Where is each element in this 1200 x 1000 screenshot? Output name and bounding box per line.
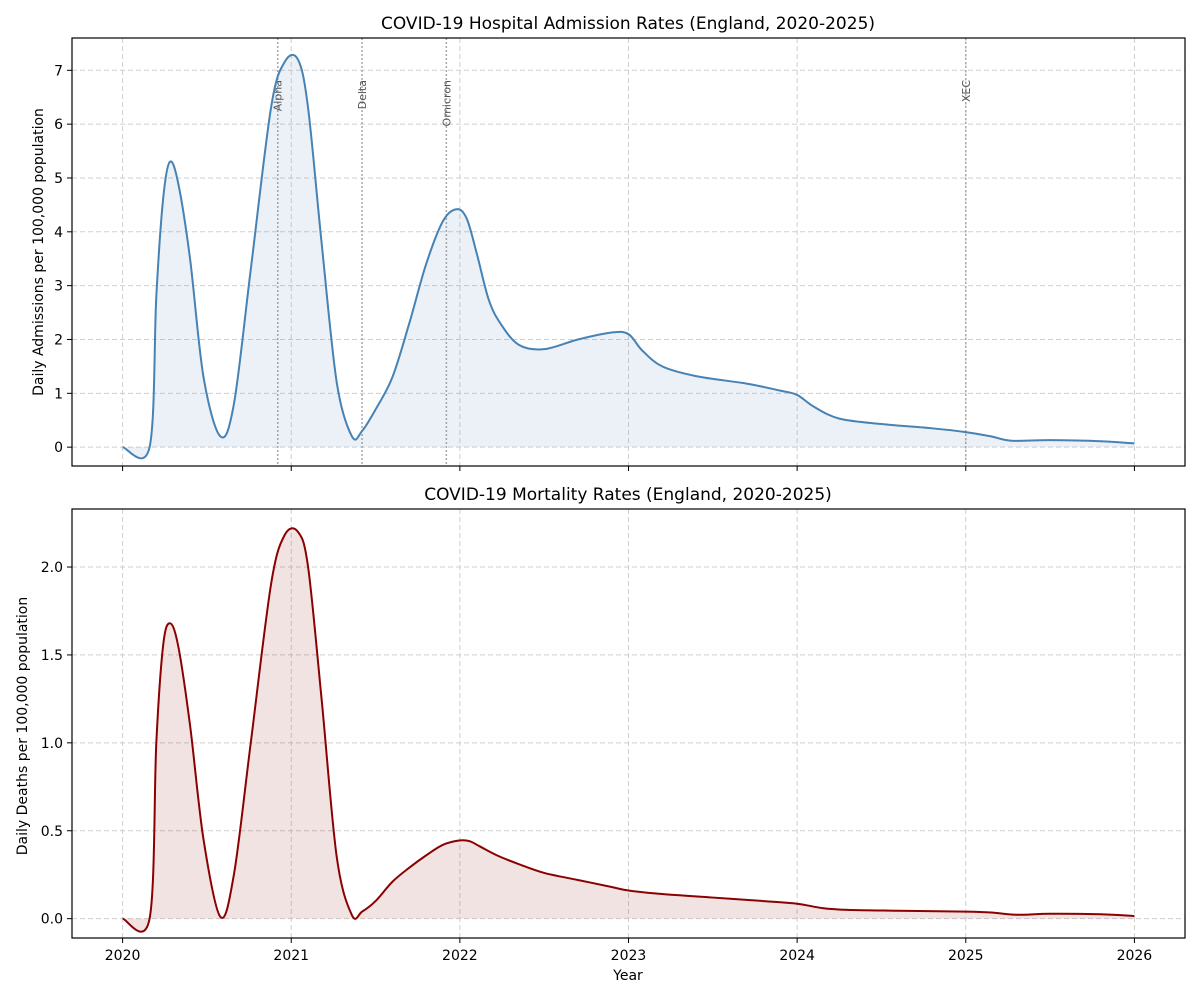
- admissions-chart-title: COVID-19 Hospital Admission Rates (Engla…: [381, 14, 875, 34]
- mortality-y-axis-label: Daily Deaths per 100,000 population: [15, 597, 31, 856]
- y-tick-label: 0.5: [41, 824, 63, 840]
- mortality-line: [122, 527, 1135, 933]
- mortality-grid: [72, 509, 1185, 938]
- x-tick-label: 2020: [105, 948, 141, 964]
- variant-marker-label: XEC: [960, 80, 973, 102]
- admissions-y-axis-label: Daily Admissions per 100,000 population: [31, 108, 47, 396]
- y-tick-label: 5: [54, 171, 63, 187]
- mortality-x-ticks: 2020 2021 2022 2023 2024 2025 2026: [105, 938, 1153, 964]
- x-tick-label: 2022: [442, 948, 478, 964]
- y-tick-label: 4: [54, 225, 63, 241]
- admissions-y-ticks: 0 1 2 3 4 5 6 7: [54, 63, 72, 456]
- y-tick-label: 2: [54, 332, 63, 348]
- y-tick-label: 1.0: [41, 736, 63, 752]
- admissions-x-ticks: [122, 466, 1135, 471]
- admissions-line: [122, 53, 1135, 460]
- variant-markers: Alpha Delta Omicron XEC: [272, 38, 973, 466]
- y-tick-label: 0: [54, 440, 63, 456]
- variant-marker-label: Delta: [356, 80, 369, 109]
- admissions-panel: COVID-19 Hospital Admission Rates (Engla…: [31, 14, 1186, 471]
- mortality-panel: COVID-19 Mortality Rates (England, 2020-…: [15, 485, 1186, 984]
- y-tick-label: 2.0: [41, 560, 63, 576]
- mortality-y-ticks: 0.0 0.5 1.0 1.5 2.0: [41, 560, 72, 928]
- x-tick-label: 2024: [779, 948, 815, 964]
- y-tick-label: 1.5: [41, 648, 63, 664]
- x-tick-label: 2023: [611, 948, 647, 964]
- y-tick-label: 0.0: [41, 912, 63, 928]
- y-tick-label: 1: [54, 386, 63, 402]
- y-tick-label: 6: [54, 117, 63, 133]
- admissions-grid: [72, 38, 1185, 466]
- x-axis-label: Year: [612, 968, 643, 984]
- x-tick-label: 2021: [273, 948, 309, 964]
- mortality-chart-title: COVID-19 Mortality Rates (England, 2020-…: [424, 485, 832, 505]
- x-tick-label: 2025: [948, 948, 984, 964]
- x-tick-label: 2026: [1117, 948, 1153, 964]
- admissions-area-fill: [122, 54, 1135, 459]
- variant-marker-label: Omicron: [440, 80, 453, 126]
- y-tick-label: 7: [54, 63, 63, 79]
- y-tick-label: 3: [54, 279, 63, 295]
